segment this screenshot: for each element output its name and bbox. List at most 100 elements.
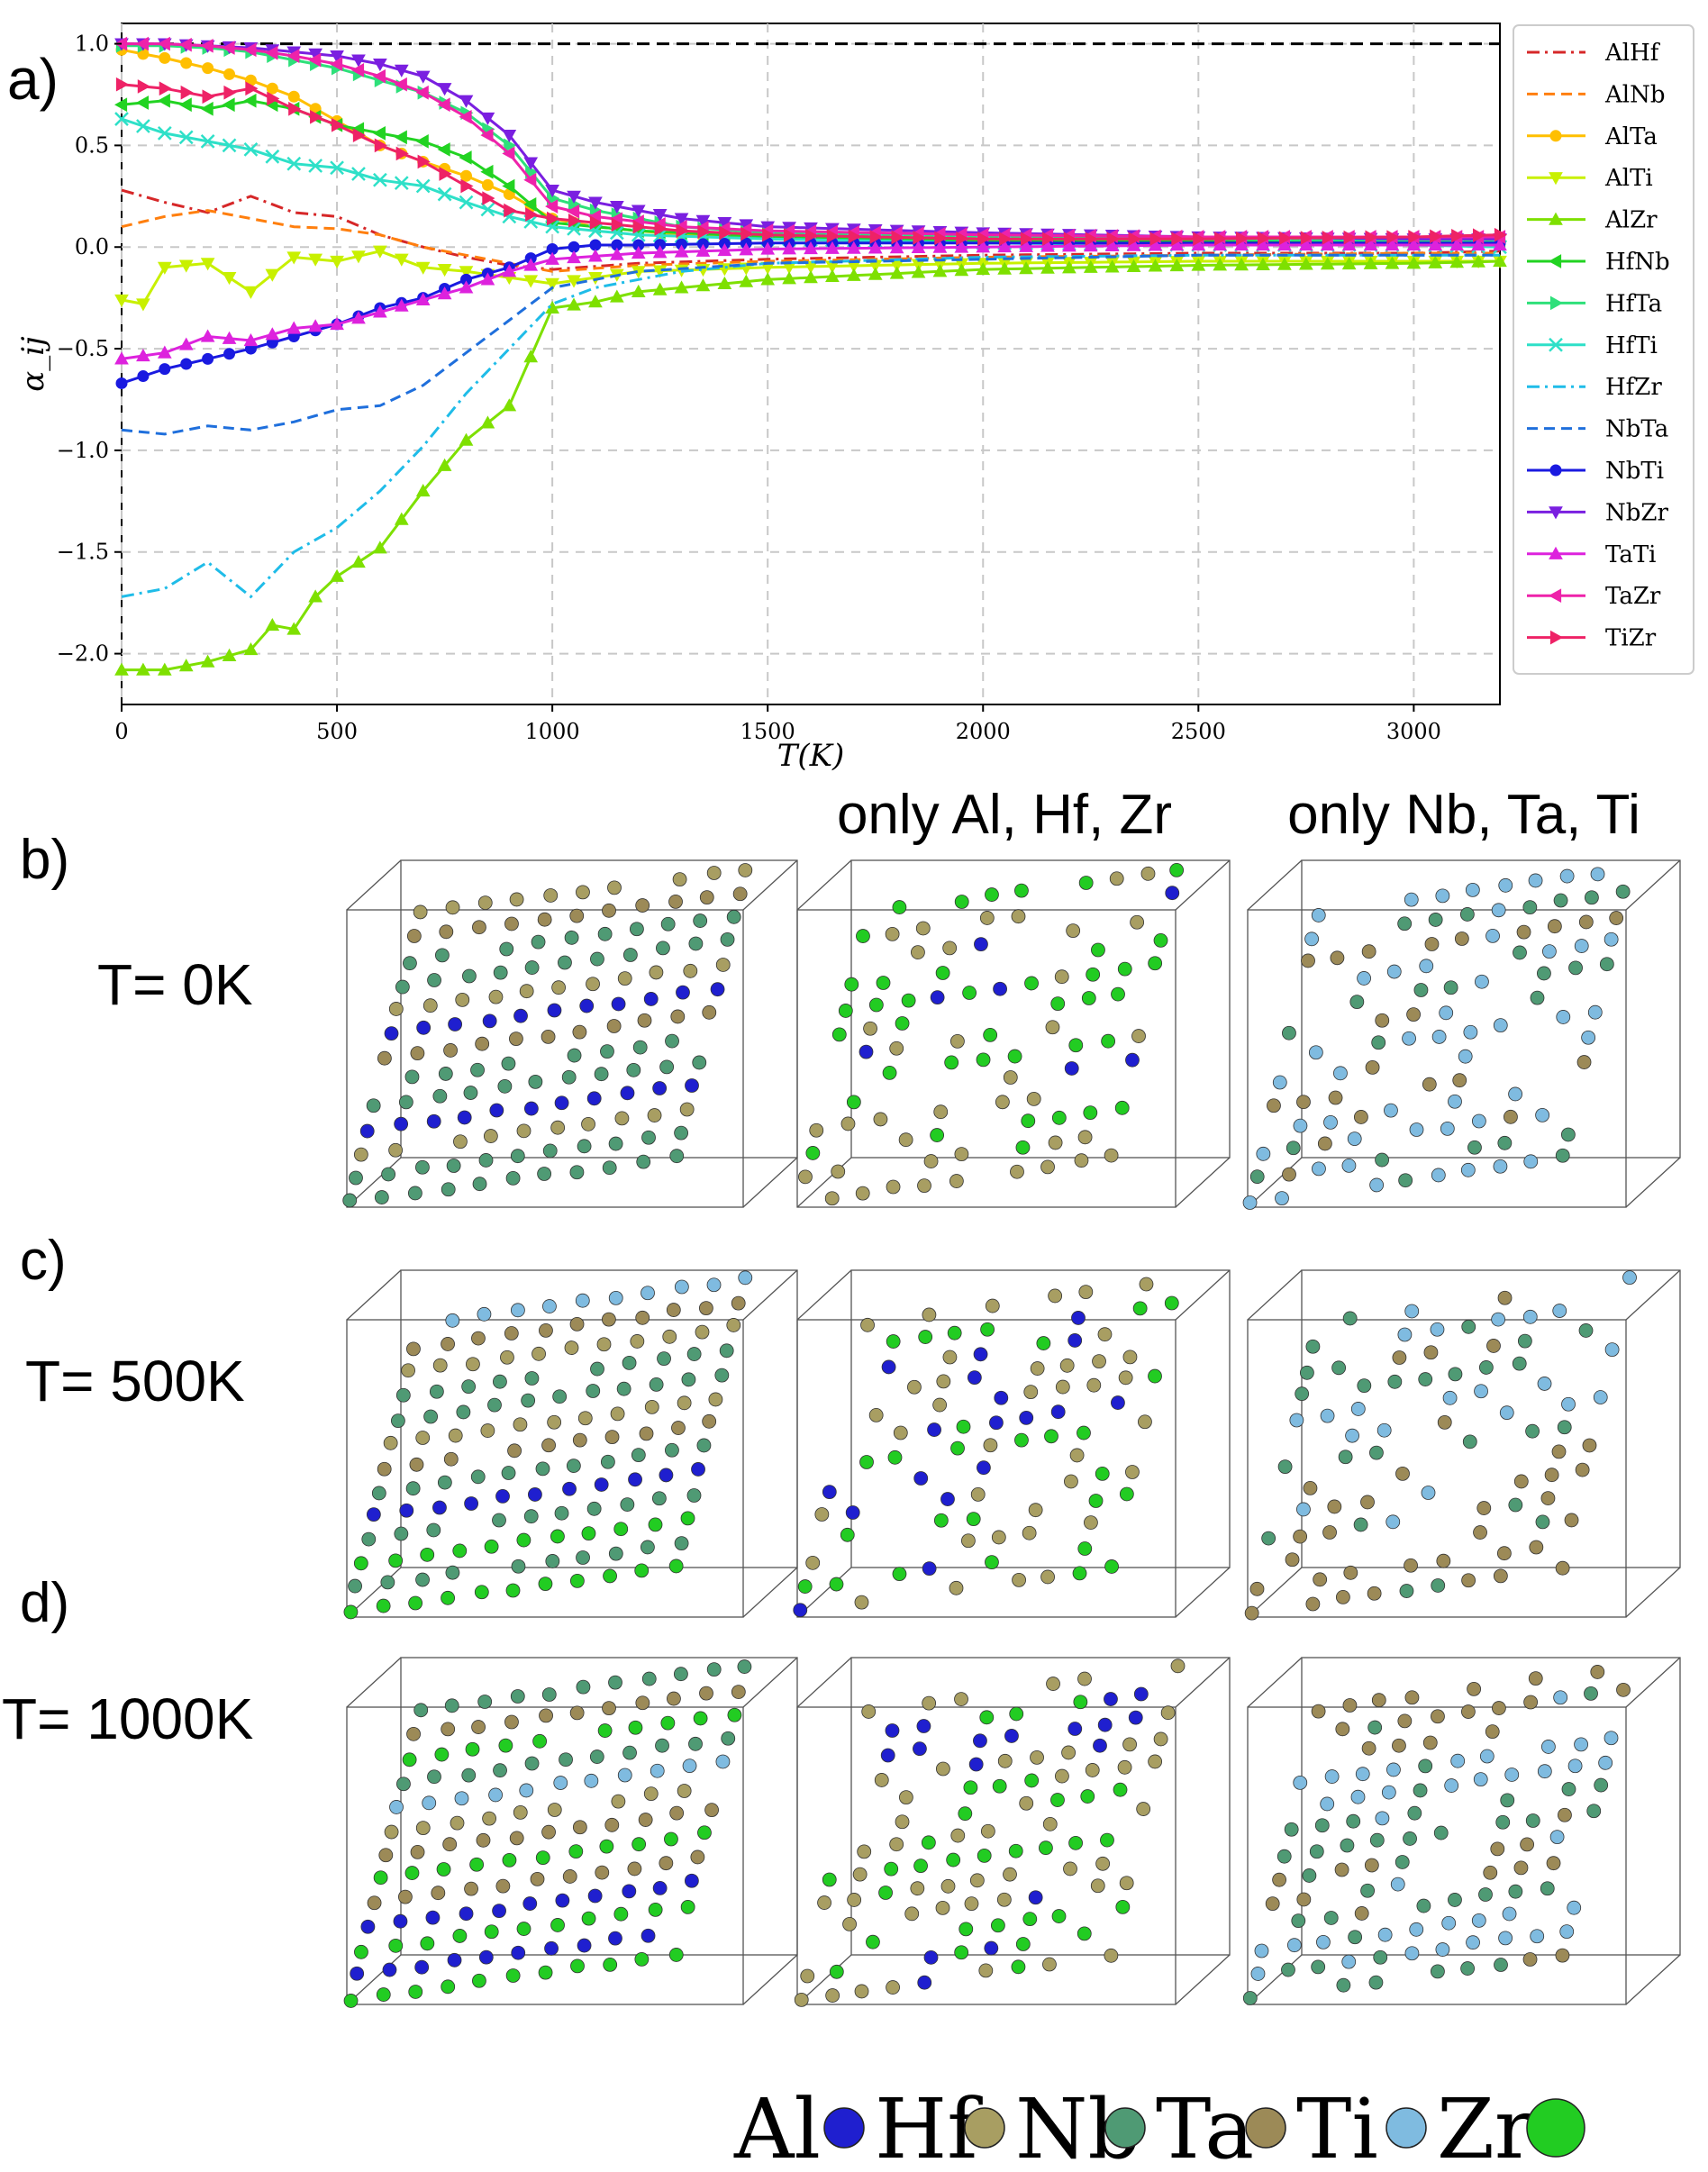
atom xyxy=(537,912,552,927)
data-point xyxy=(1300,231,1313,245)
data-point xyxy=(178,130,194,145)
atom xyxy=(509,892,524,907)
data-point xyxy=(804,228,819,243)
atom xyxy=(1495,1814,1511,1830)
atom xyxy=(696,1438,712,1453)
atom xyxy=(1568,960,1583,976)
atom xyxy=(1467,1140,1482,1155)
atom xyxy=(478,1949,494,1965)
data-point xyxy=(437,83,452,96)
data-point xyxy=(460,169,472,182)
data-point xyxy=(351,167,366,181)
atom xyxy=(638,1813,653,1827)
data-point xyxy=(178,337,194,350)
atom xyxy=(672,872,687,887)
atom xyxy=(1493,1159,1508,1174)
atom xyxy=(1324,1769,1340,1784)
atom xyxy=(1395,1466,1410,1481)
data-point xyxy=(545,219,560,234)
atom xyxy=(970,1486,986,1502)
atom xyxy=(886,1334,901,1349)
atom xyxy=(528,1487,542,1502)
atom xyxy=(1448,1094,1462,1109)
data-point xyxy=(243,333,259,347)
data-point xyxy=(1365,230,1378,245)
atom xyxy=(1397,916,1413,932)
atom xyxy=(702,1004,717,1020)
atom xyxy=(566,1459,581,1473)
atom xyxy=(466,1357,480,1372)
data-point xyxy=(1148,259,1163,272)
series-line xyxy=(121,253,1500,599)
data-point xyxy=(222,271,237,286)
atom xyxy=(1308,1045,1323,1060)
atom xyxy=(1440,1121,1455,1136)
atom xyxy=(1272,1075,1287,1090)
data-point xyxy=(178,97,192,113)
atom xyxy=(505,1968,521,1983)
atom xyxy=(501,1466,516,1480)
atom xyxy=(1004,1729,1019,1743)
data-point xyxy=(114,294,129,307)
atom xyxy=(1494,1958,1508,1972)
atom xyxy=(1039,1840,1053,1856)
atom xyxy=(414,1959,430,1975)
data-point xyxy=(114,351,129,365)
crystal-cell xyxy=(1242,859,1681,1210)
data-point xyxy=(1549,546,1563,559)
data-point xyxy=(588,249,603,262)
atom xyxy=(857,1844,872,1859)
data-point xyxy=(288,101,302,116)
atom xyxy=(410,1046,425,1061)
atom xyxy=(576,1550,590,1565)
atom xyxy=(738,1270,753,1286)
atom xyxy=(731,1295,746,1311)
data-point xyxy=(609,225,624,241)
atom xyxy=(647,1108,662,1122)
legend-label: AlTa xyxy=(1604,123,1658,150)
atom xyxy=(913,1471,929,1486)
atom xyxy=(413,1703,429,1718)
atom xyxy=(493,1374,507,1389)
atom xyxy=(439,924,454,940)
atom xyxy=(482,1013,497,1029)
atom xyxy=(640,1540,655,1555)
atom xyxy=(1360,1495,1375,1510)
plot-frame xyxy=(121,23,1501,705)
atom xyxy=(389,1800,404,1814)
atom xyxy=(550,1918,565,1932)
atom xyxy=(1014,1432,1029,1448)
atom xyxy=(844,977,859,992)
atom xyxy=(677,1784,692,1798)
atom xyxy=(634,1951,650,1967)
data-point xyxy=(545,251,559,265)
data-point xyxy=(202,352,214,365)
element-legend-zr: Zr xyxy=(1437,2081,1585,2172)
element-symbol: Zr xyxy=(1437,2081,1534,2172)
crystal-cell xyxy=(793,1269,1231,1618)
atom xyxy=(935,966,950,980)
data-point xyxy=(136,298,150,312)
data-point xyxy=(459,109,472,124)
atom xyxy=(1078,1285,1094,1300)
atom xyxy=(495,1878,511,1894)
atom xyxy=(1369,1445,1384,1460)
data-point xyxy=(480,112,495,125)
atom xyxy=(1555,1560,1570,1576)
data-point xyxy=(200,329,215,342)
cell-edge xyxy=(346,859,402,911)
data-point xyxy=(437,263,452,277)
data-point xyxy=(913,231,926,245)
atom xyxy=(406,1726,421,1741)
atom xyxy=(1046,1677,1060,1691)
data-point xyxy=(330,160,344,176)
atom xyxy=(1530,990,1545,1005)
data-point xyxy=(1256,237,1270,251)
data-point xyxy=(350,63,365,77)
atom xyxy=(532,1733,548,1749)
atom xyxy=(1520,1837,1535,1852)
atom xyxy=(1431,1168,1446,1183)
atom xyxy=(528,1074,543,1089)
atom xyxy=(607,880,622,895)
atom xyxy=(652,1881,668,1895)
